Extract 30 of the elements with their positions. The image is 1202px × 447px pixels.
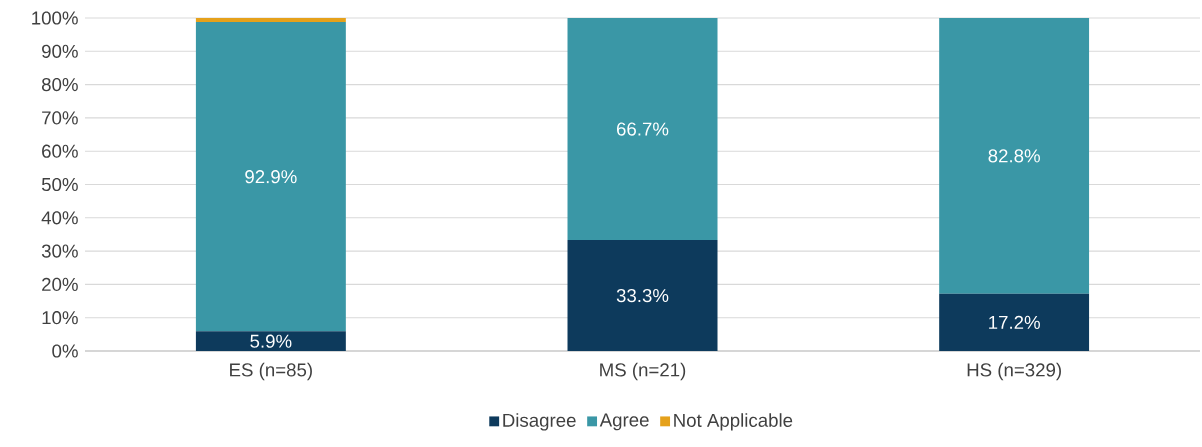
y-tick-label: 100% [32,11,78,25]
data-label: 82.8% [988,149,1040,163]
bar [195,21,346,332]
y-tick-label: 70% [42,111,78,125]
data-label: 5.9% [250,334,292,348]
y-tick-label: 80% [41,77,78,92]
data-label: 66.7% [616,122,669,136]
y-tick-label: 60% [42,144,78,158]
bar [567,18,718,241]
y-tick-label: 0% [52,344,78,358]
bar [195,18,346,22]
y-tick-label: 90% [42,44,78,58]
y-tick-label: 10% [42,311,78,325]
data-label: 92.9% [245,170,297,184]
x-tick-label: MS (n=21) [600,362,686,381]
data-label: 17.2% [989,315,1040,329]
legend-label: Disagree [503,413,576,431]
bar [939,293,1090,351]
x-tick-label: HS (n=329) [967,362,1061,381]
y-tick-label: 50% [41,177,78,192]
bar [195,331,346,351]
y-tick-label: 40% [41,211,78,225]
y-tick-label: 30% [41,244,78,258]
data-label: 33.3% [616,288,669,303]
x-tick-label: ES (n=85) [230,362,312,381]
bar [939,18,1090,294]
y-tick-label: 20% [42,277,78,292]
legend-label: Agree [599,413,649,431]
bar [567,240,718,351]
legend-label: Not Applicable [674,413,793,431]
